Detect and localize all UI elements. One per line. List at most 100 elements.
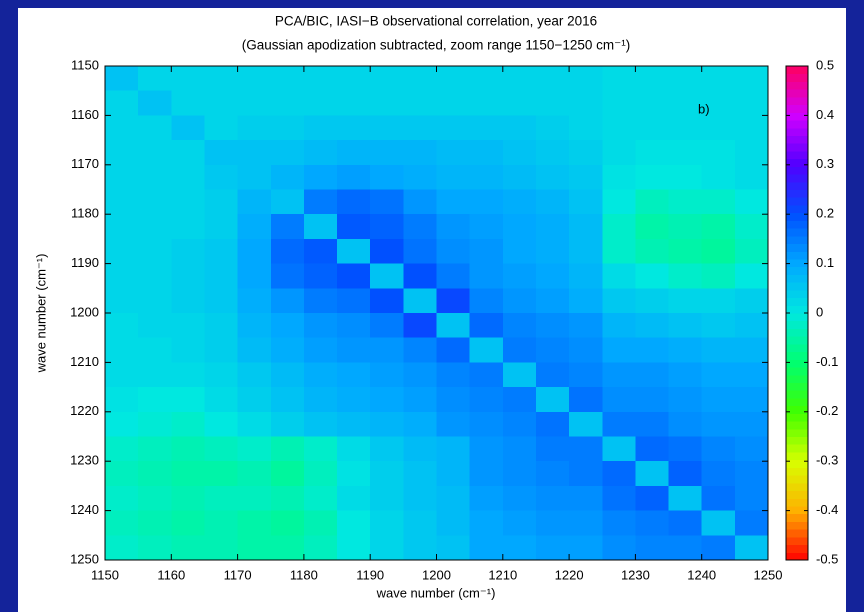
cell [635,535,670,561]
cell [370,337,404,363]
cell [138,288,172,314]
cell [403,337,437,363]
cell [668,510,703,536]
cell [535,263,570,289]
cell [602,263,636,289]
cell [105,90,139,116]
colorbar-segment [786,104,808,113]
cell [734,115,769,141]
y-tick-label: 1220 [70,403,99,418]
cell [602,510,636,536]
colorbar-segment [786,343,808,353]
cell [668,164,703,190]
cell [370,238,404,265]
cell [635,313,670,339]
colorbar-segment [786,120,808,129]
cell [204,337,239,363]
colorbar-segment [786,282,808,291]
cell [270,535,305,561]
x-tick-label: 1200 [422,567,451,582]
cell [569,485,603,512]
cell [204,66,239,92]
cell [105,238,139,265]
cell [668,461,703,487]
colorbar-segment [786,536,808,546]
x-tick-label: 1190 [356,567,384,582]
cell [171,535,205,561]
cell [105,115,139,141]
y-tick-label: 1190 [71,255,99,270]
colorbar-tick-label: -0.4 [816,502,838,517]
cell [105,189,139,215]
cell [602,313,636,339]
cell [270,387,305,413]
cell [701,140,736,166]
x-tick-label: 1230 [621,567,650,582]
cell [635,461,670,487]
cell [171,238,205,265]
colorbar-tick-label: 0 [816,304,823,319]
colorbar-segment [786,320,808,329]
cell [138,436,172,462]
cell [105,510,139,536]
annotation: b) [698,101,710,116]
cell [337,387,371,413]
cell [734,288,769,314]
cell [303,164,338,190]
cell [138,362,172,388]
cell [502,263,537,289]
cell [668,66,703,92]
cell [469,313,504,339]
cell [171,387,205,413]
cell [734,214,769,240]
cell [403,238,437,265]
cell [436,411,471,437]
cell [303,510,338,536]
cell [337,189,371,215]
cell [204,115,239,141]
cell [370,461,404,487]
cell [171,115,205,141]
cell [171,313,205,339]
cell [469,288,504,314]
colorbar-segment [786,81,808,90]
cell [303,313,338,339]
cell [237,66,272,92]
cell [635,214,670,240]
cell [668,411,703,437]
cell [469,140,504,166]
cell [138,485,172,512]
cell [436,164,471,190]
cell [635,436,670,462]
cell [138,115,172,141]
y-tick-label: 1150 [71,57,99,72]
colorbar-segment [786,451,808,461]
colorbar-tick-label: 0.1 [816,255,834,270]
y-tick-label: 1250 [70,551,99,566]
cell [502,510,537,536]
cell [237,238,272,265]
colorbar-segment [786,181,808,190]
cell [668,115,703,141]
cell [337,263,371,289]
cell [701,535,736,561]
cell [701,337,736,363]
colorbar-segment [786,297,808,306]
cell [270,263,305,289]
cell [469,238,504,265]
cell [303,140,338,166]
cell [105,263,139,289]
x-tick-label: 1170 [224,567,252,582]
y-tick-label: 1180 [71,206,99,221]
cell [403,288,437,314]
cell [635,238,670,265]
cell [734,140,769,166]
cell [502,411,537,437]
cell [701,411,736,437]
cell [403,461,437,487]
cell [337,214,371,240]
cell [535,485,570,512]
cell [569,66,603,92]
cell [668,485,703,512]
cell [303,387,338,413]
